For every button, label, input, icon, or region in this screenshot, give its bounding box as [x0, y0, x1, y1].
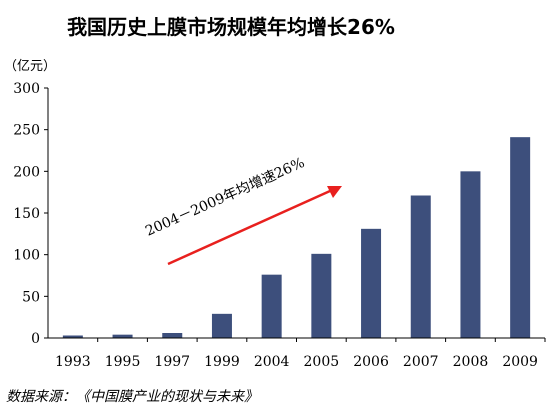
growth-annotation: 2004－2009年均增速26%	[143, 155, 342, 266]
y-axis-unit: （亿元）	[4, 59, 56, 74]
x-tick-label: 1993	[55, 354, 91, 370]
bar-1995	[112, 334, 133, 338]
x-tick-label: 2008	[453, 354, 489, 370]
x-tick-label: 2005	[304, 354, 340, 370]
y-tick-label: 300	[13, 81, 40, 97]
bars	[62, 137, 531, 338]
growth-annotation-text: 2004－2009年均增速26%	[143, 155, 307, 240]
x-axis-ticks: 1993 1995 1997 1999 2004 2005 2006 2007 2008 2009	[55, 338, 546, 370]
y-axis-ticks: 0 50 100 150 200 250 300	[13, 81, 48, 347]
bar-1997	[162, 333, 183, 338]
bar-2004	[261, 274, 282, 338]
x-tick-label: 2006	[353, 354, 389, 370]
x-tick-label: 2009	[502, 354, 538, 370]
x-tick-label: 1995	[105, 354, 141, 370]
y-tick-label: 50	[22, 289, 40, 305]
bar-2007	[410, 195, 431, 338]
x-tick-label: 1999	[204, 354, 240, 370]
bar-1999	[211, 313, 232, 338]
x-tick-label: 2007	[403, 354, 439, 370]
data-source: 数据来源：《中国膜产业的现状与未来》	[6, 389, 258, 405]
bar-2009	[510, 137, 531, 338]
y-tick-label: 0	[31, 331, 40, 347]
bar-2005	[311, 253, 332, 338]
y-tick-label: 200	[13, 164, 40, 180]
growth-arrow	[167, 189, 331, 266]
y-tick-label: 150	[13, 206, 40, 222]
growth-arrowhead	[327, 186, 342, 198]
x-tick-label: 1997	[154, 354, 190, 370]
bar-2008	[460, 171, 481, 338]
chart-title: 我国历史上膜市场规模年均增长26%	[67, 15, 395, 39]
x-tick-label: 2004	[254, 354, 290, 370]
y-tick-label: 100	[13, 248, 40, 264]
bar-1993	[62, 335, 83, 338]
y-tick-label: 250	[13, 123, 40, 139]
bar-2006	[361, 228, 382, 338]
